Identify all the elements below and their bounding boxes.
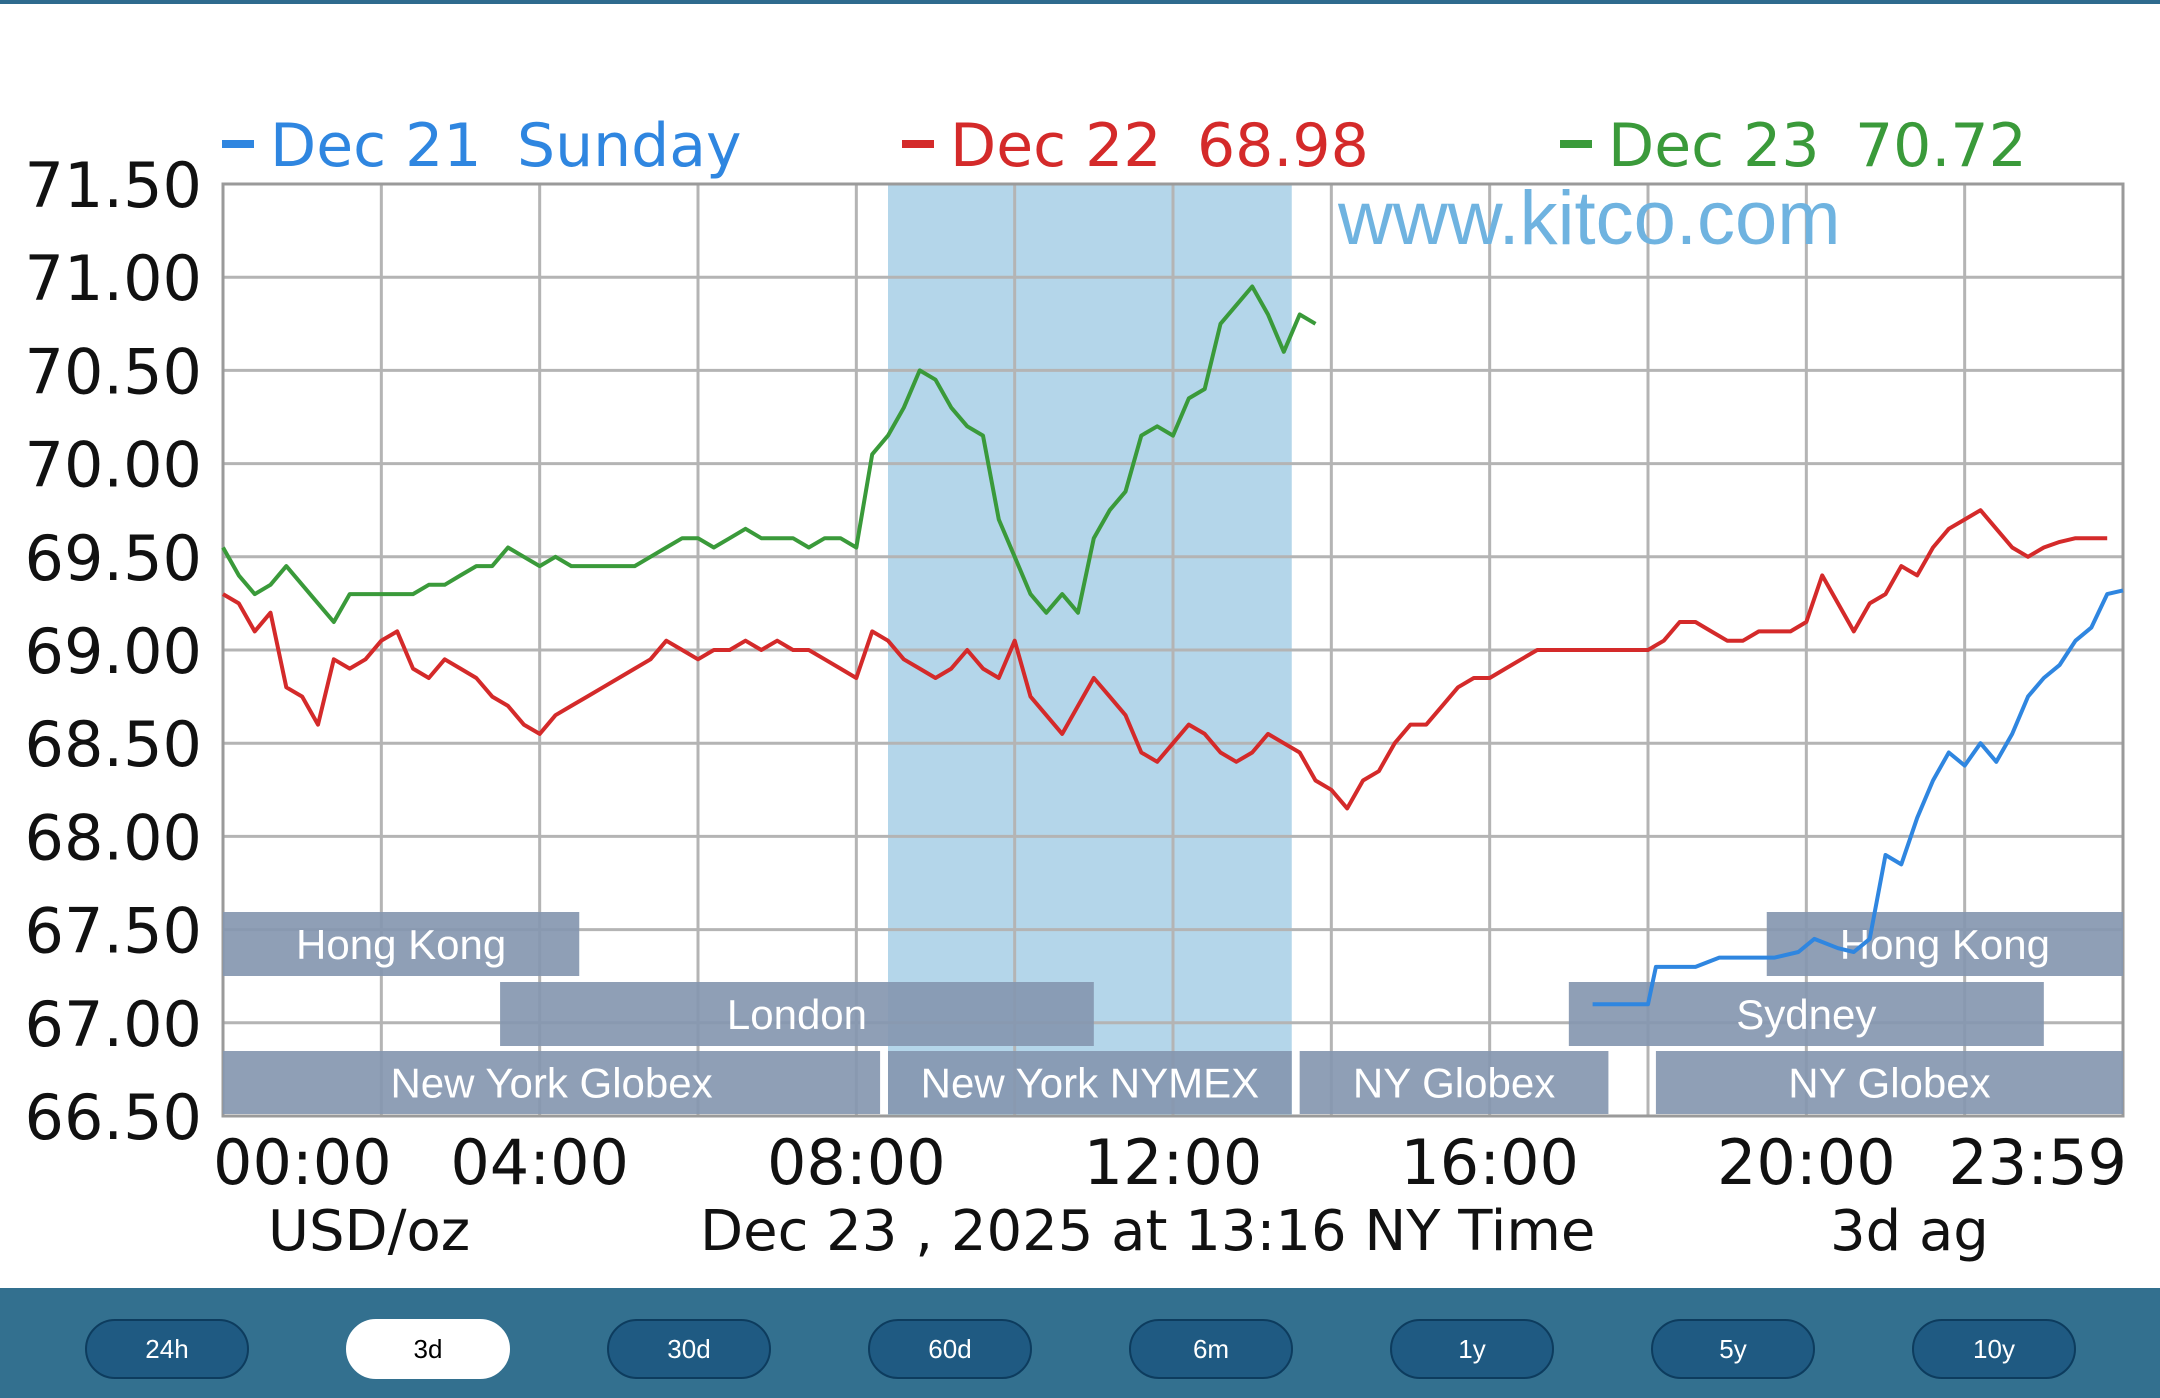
y-tick-label: 69.00 <box>25 615 203 688</box>
session-label: NY Globex <box>1353 1060 1555 1107</box>
range-button-5y[interactable]: 5y <box>1651 1319 1815 1379</box>
unit-label: USD/oz <box>268 1199 470 1264</box>
session-label: NY Globex <box>1788 1060 1990 1107</box>
legend-value: 68.98 <box>1197 111 1369 181</box>
range-button-3d[interactable]: 3d <box>346 1319 510 1379</box>
range-note-label: 3d ag <box>1830 1199 1989 1264</box>
top-accent-bar <box>0 0 2160 4</box>
x-tick-label: 00:00 <box>213 1126 392 1199</box>
y-tick-label: 69.50 <box>25 522 203 595</box>
watermark-text: www.kitco.com <box>1337 176 1841 261</box>
session-label: Sydney <box>1736 991 1876 1038</box>
y-tick-label: 68.50 <box>25 708 203 781</box>
x-tick-label: 04:00 <box>450 1126 629 1199</box>
session-label: London <box>727 991 867 1038</box>
chart-svg: Hong Kong London New York Globex New York N… <box>25 111 2128 1264</box>
range-button-60d[interactable]: 60d <box>868 1319 1032 1379</box>
legend-swatch <box>1560 140 1592 148</box>
session-label: New York Globex <box>390 1060 712 1107</box>
session-label: Hong Kong <box>296 921 506 968</box>
series-line-dec-21 <box>1592 588 2124 1007</box>
y-tick-label: 67.00 <box>25 988 203 1061</box>
plot-border <box>221 182 2125 1118</box>
range-button-30d[interactable]: 30d <box>607 1319 771 1379</box>
timestamp-label: Dec 23 , 2025 at 13:16 NY Time <box>700 1199 1595 1264</box>
legend-date: Dec 23 <box>1608 111 1820 181</box>
price-chart: Hong Kong London New York Globex New York N… <box>0 4 2160 1288</box>
legend-swatch <box>902 140 934 148</box>
y-tick-label: 66.50 <box>25 1081 203 1154</box>
legend-value: 70.72 <box>1855 111 2027 181</box>
session-band <box>1655 1051 2123 1114</box>
x-tick-label: 20:00 <box>1717 1126 1896 1199</box>
range-button-10y[interactable]: 10y <box>1912 1319 2076 1379</box>
x-tick-label: 23:59 <box>1948 1126 2127 1199</box>
legend-date: Dec 22 <box>950 111 1162 181</box>
session-band <box>223 1051 881 1114</box>
session-label: New York NYMEX <box>921 1060 1259 1107</box>
range-button-1y[interactable]: 1y <box>1390 1319 1554 1379</box>
session-band <box>888 1051 1292 1114</box>
x-tick-label: 16:00 <box>1400 1126 1579 1199</box>
y-tick-label: 71.00 <box>25 242 203 315</box>
y-tick-label: 67.50 <box>25 895 203 968</box>
legend-swatch <box>222 140 254 148</box>
session-band <box>1299 1051 1609 1114</box>
session-label: Hong Kong <box>1840 921 2050 968</box>
y-tick-label: 68.00 <box>25 801 203 874</box>
x-tick-label: 12:00 <box>1084 1126 1263 1199</box>
x-tick-label: 08:00 <box>767 1126 946 1199</box>
y-tick-label: 70.50 <box>25 335 203 408</box>
range-selector-bar: 24h 3d 30d 60d 6m 1y 5y 10y <box>0 1288 2160 1398</box>
session-band <box>1568 982 2044 1046</box>
y-tick-label: 71.50 <box>25 149 203 222</box>
range-button-24h[interactable]: 24h <box>85 1319 249 1379</box>
series-line-dec-22 <box>221 508 2108 811</box>
session-band <box>500 982 1094 1046</box>
range-button-6m[interactable]: 6m <box>1129 1319 1293 1379</box>
y-tick-label: 70.00 <box>25 429 203 502</box>
legend-date: Dec 21 <box>270 111 482 181</box>
session-band <box>223 912 580 976</box>
series-line-dec-23 <box>221 284 1317 624</box>
legend-value: Sunday <box>517 111 742 181</box>
